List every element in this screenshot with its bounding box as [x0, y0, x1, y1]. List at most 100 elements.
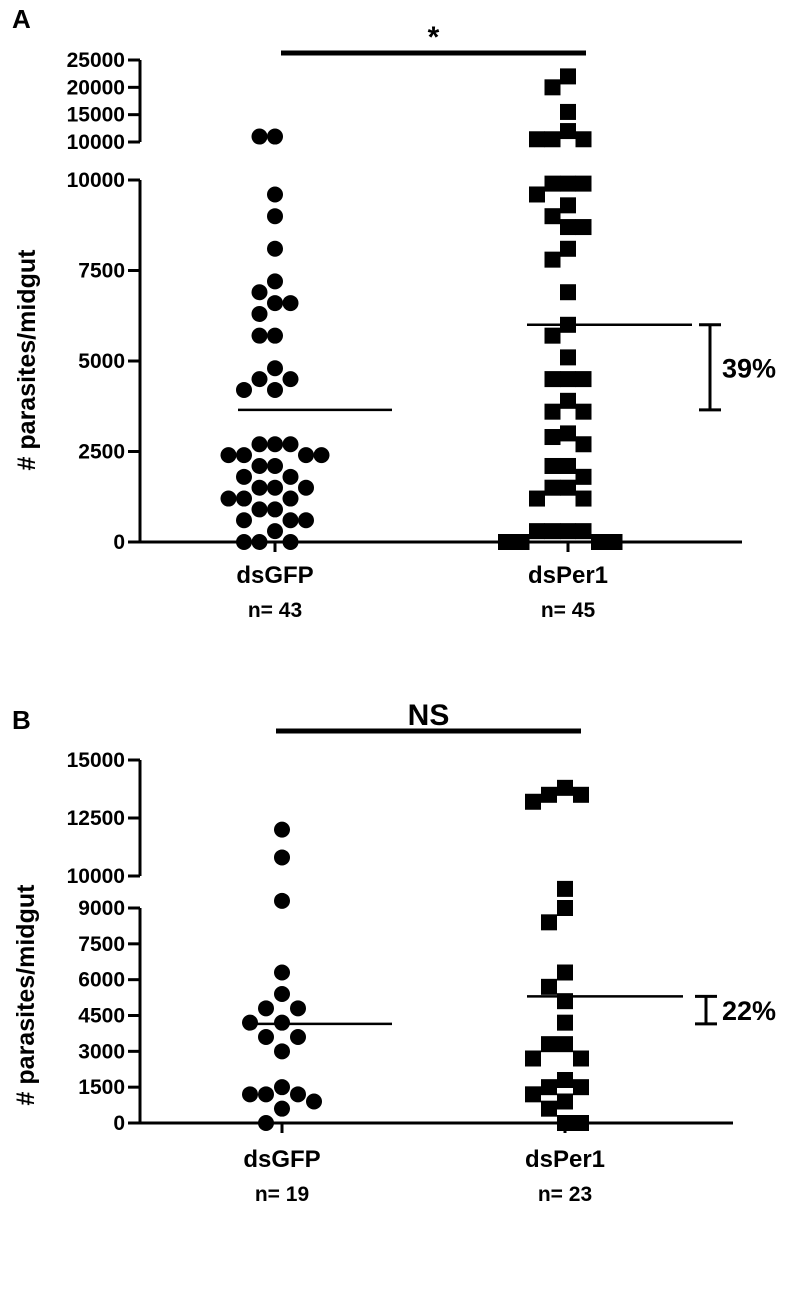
data-point-circle [267, 240, 283, 257]
data-point-square [560, 284, 576, 301]
data-point-square [544, 403, 561, 420]
data-point-circle [251, 479, 268, 496]
data-point-circle [267, 479, 283, 496]
significance-label: * [428, 21, 440, 54]
data-point-square [560, 240, 576, 257]
data-point-circle [220, 490, 237, 507]
data-point-square [541, 914, 557, 931]
data-point-circle [274, 849, 290, 866]
data-point-square [544, 175, 561, 192]
data-point-square [591, 534, 607, 550]
data-point-square [560, 523, 576, 540]
panel-label: B [12, 705, 31, 735]
y-tick-label: 10000 [67, 865, 125, 888]
y-tick-label: 12500 [67, 807, 125, 830]
data-point-square [557, 880, 573, 897]
data-point-circle [236, 512, 252, 529]
data-point-square [557, 1014, 573, 1031]
data-point-circle [282, 468, 299, 485]
data-point-circle [258, 1115, 274, 1131]
y-tick-label: 10000 [67, 169, 125, 192]
data-point-circle [274, 964, 290, 981]
data-point-circle [251, 305, 268, 322]
data-point-square [557, 1072, 573, 1088]
data-point-square [560, 349, 576, 366]
data-point-square [541, 1036, 557, 1053]
data-point-circle [258, 1086, 274, 1103]
y-tick-label: 6000 [78, 969, 125, 992]
data-point-square [544, 131, 561, 148]
data-point-square [560, 219, 576, 236]
y-tick-label: 0 [113, 531, 125, 554]
data-point-square [557, 779, 573, 796]
data-point-square [575, 436, 592, 453]
y-tick-label: 7500 [78, 933, 125, 956]
data-point-square [575, 490, 592, 507]
data-point-square [560, 457, 576, 474]
data-point-square [498, 534, 514, 550]
data-point-square [573, 786, 589, 803]
data-point-circle [251, 501, 268, 518]
y-tick-label: 20000 [67, 76, 125, 99]
data-point-circle [251, 128, 268, 145]
data-point-circle [267, 381, 283, 398]
data-point-square [541, 1079, 557, 1096]
chart-panel-a: A 0 2500 5000 7500 10000 10000 15000 20000 25000 #… [12, 4, 776, 622]
data-point-circle [274, 1100, 290, 1117]
data-point-circle [258, 1029, 274, 1045]
data-point-circle [274, 1043, 290, 1060]
data-point-square [573, 1115, 589, 1131]
data-point-square [560, 197, 576, 214]
y-axis-title: # parasites/midgut [13, 249, 41, 471]
data-point-square [575, 468, 592, 485]
data-point-circle [251, 284, 268, 301]
data-point-circle [290, 1086, 306, 1103]
y-tick-label: 25000 [67, 49, 125, 72]
y-tick-label: 9000 [78, 897, 125, 920]
data-point-circle [282, 371, 299, 388]
data-point-square [544, 523, 561, 540]
data-point-circle [242, 1086, 258, 1103]
n-label: n= 45 [541, 599, 596, 622]
data-point-square [541, 786, 557, 803]
data-point-circle [258, 1000, 274, 1017]
data-point-square [544, 479, 561, 496]
y-axis-title: # parasites/midgut [12, 884, 40, 1106]
data-point-circle [282, 490, 299, 507]
data-point-square [573, 1050, 589, 1067]
data-point-circle [267, 128, 283, 145]
data-point-square [529, 186, 545, 203]
data-point-circle [236, 381, 252, 398]
data-point-circle [290, 1000, 306, 1017]
panel-label: A [12, 4, 31, 34]
data-point-circle [251, 436, 268, 453]
significance-label: NS [408, 699, 450, 732]
data-point-circle [267, 523, 283, 540]
data-point-square [560, 479, 576, 496]
data-point-square [525, 1086, 541, 1103]
y-tick-label: 2500 [78, 441, 125, 464]
data-point-circle [274, 892, 290, 909]
data-point-square [560, 371, 576, 388]
data-point-square [544, 208, 561, 225]
data-point-square [575, 131, 592, 148]
data-point-square [606, 534, 623, 550]
category-label: dsPer1 [528, 562, 608, 589]
data-point-circle [236, 468, 252, 485]
data-point-circle [236, 490, 252, 507]
data-point-square [544, 327, 561, 344]
data-point-square [575, 403, 592, 420]
category-label: dsPer1 [525, 1146, 605, 1173]
y-tick-label: 1500 [78, 1076, 125, 1099]
category-label: dsGFP [243, 1146, 320, 1173]
data-point-circle [274, 1079, 290, 1096]
data-point-circle [267, 327, 283, 344]
data-point-circle [274, 986, 290, 1002]
data-point-square [557, 1115, 573, 1131]
y-tick-label: 5000 [78, 350, 125, 373]
data-point-square [544, 371, 561, 388]
data-point-square [575, 523, 592, 540]
data-point-square [557, 964, 573, 981]
data-point-square [560, 175, 576, 192]
